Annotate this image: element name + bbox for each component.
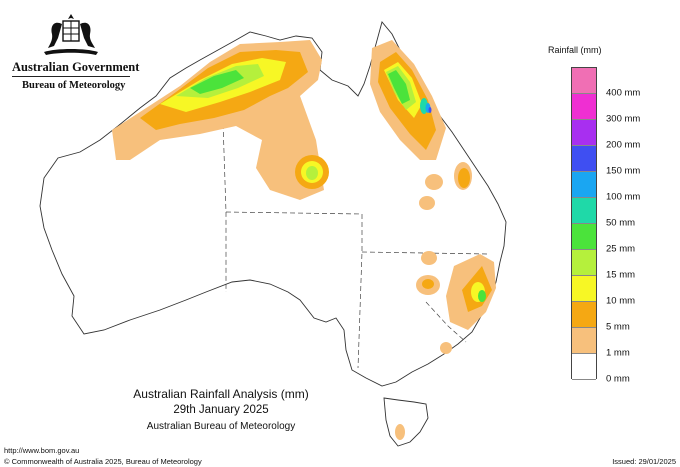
legend-label: 300 mm [606, 113, 641, 125]
legend-swatch [572, 276, 596, 302]
agency-title: Bureau of Meteorology [22, 80, 126, 91]
legend-label: 15 mm [606, 269, 636, 281]
legend-swatch [572, 172, 596, 198]
tasmania [383, 397, 429, 447]
website-link[interactable]: http://www.bom.gov.au [4, 446, 80, 455]
legend-swatch [572, 224, 596, 250]
legend-label: 1 mm [606, 347, 630, 359]
government-title: Australian Government [12, 60, 140, 74]
legend-swatch [572, 146, 596, 172]
legend-label: 0 mm [606, 373, 630, 385]
legend-label: 50 mm [606, 217, 636, 229]
legend-swatch [572, 302, 596, 328]
legend-swatch [572, 68, 596, 94]
legend-label: 400 mm [606, 87, 641, 99]
header-divider [12, 76, 130, 77]
rainfall-150mm-areas [428, 107, 432, 113]
legend-swatch [572, 198, 596, 224]
legend-label: 150 mm [606, 165, 641, 177]
coat-of-arms-icon [44, 14, 98, 55]
copyright-notice: © Commonwealth of Australia 2025, Bureau… [4, 457, 202, 466]
legend-title: Rainfall (mm) [548, 45, 602, 55]
map-source: Australian Bureau of Meteorology [146, 421, 296, 432]
state-borders [221, 91, 489, 369]
legend-label: 100 mm [606, 191, 641, 203]
legend-swatch [572, 94, 596, 120]
issued-date: Issued: 29/01/2025 [612, 457, 676, 466]
rainfall-25mm-areas [190, 70, 486, 302]
legend-label: 25 mm [606, 243, 636, 255]
legend-label: 5 mm [606, 321, 630, 333]
legend-label: 10 mm [606, 295, 636, 307]
legend-swatch [572, 250, 596, 276]
legend-label: 200 mm [606, 139, 641, 151]
legend-color-bar [571, 67, 597, 380]
legend-swatch [572, 328, 596, 354]
map-title: Australian Rainfall Analysis (mm) [133, 387, 309, 401]
map-date: 29th January 2025 [173, 404, 269, 416]
legend-swatch [572, 354, 596, 380]
legend-swatch [572, 120, 596, 146]
